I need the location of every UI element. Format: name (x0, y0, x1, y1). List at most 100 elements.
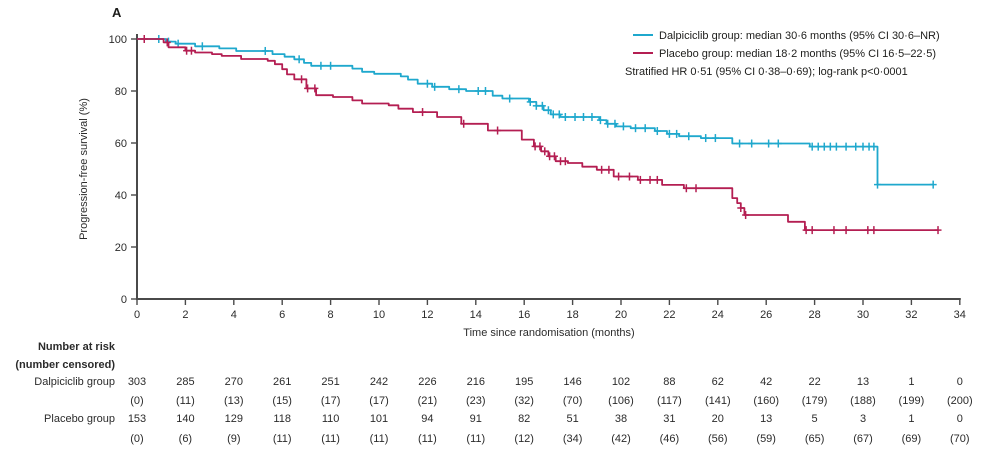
risk-at-risk-value: 42 (760, 376, 773, 388)
risk-at-risk-value: 242 (369, 376, 389, 388)
risk-censored-value: (0) (130, 395, 144, 407)
risk-at-risk-value: 0 (956, 376, 963, 388)
y-tick-label: 40 (115, 190, 127, 202)
risk-table-header-line1: Number at risk (37, 341, 115, 353)
risk-censored-value: (70) (950, 433, 970, 445)
risk-censored-value: (67) (853, 433, 873, 445)
x-tick-label: 10 (373, 309, 385, 321)
x-tick-label: 12 (421, 309, 433, 321)
dalpiciclib-group-curve (137, 38, 934, 186)
x-tick-label: 32 (905, 309, 917, 321)
risk-censored-value: (56) (708, 433, 728, 445)
x-tick-label: 34 (954, 309, 966, 321)
risk-at-risk-value: 102 (611, 376, 631, 388)
risk-at-risk-value: 216 (466, 376, 485, 388)
risk-censored-value: (65) (804, 433, 825, 445)
risk-censored-value: (179) (801, 395, 828, 407)
risk-censored-value: (15) (272, 395, 292, 407)
x-tick-label: 22 (663, 309, 675, 321)
risk-at-risk-value: 20 (711, 413, 724, 425)
placebo-line-swatch (633, 51, 653, 54)
y-axis-title: Progression-free survival (%) (78, 98, 90, 240)
risk-row-label: Dalpiciclib group (34, 376, 115, 388)
risk-censored-value: (6) (178, 433, 193, 445)
risk-at-risk-value: 140 (176, 413, 195, 425)
x-tick-label: 28 (808, 309, 820, 321)
risk-censored-value: (200) (946, 395, 973, 407)
legend-item-placebo: Placebo group: median 18·2 months (95% C… (633, 45, 940, 63)
risk-censored-value: (46) (659, 433, 680, 445)
x-tick-label: 16 (518, 309, 530, 321)
risk-at-risk-value: 82 (518, 413, 531, 425)
risk-at-risk-value: 38 (614, 413, 628, 425)
legend: Dalpiciclib group: median 30·6 months (9… (625, 27, 940, 81)
y-tick-label: 0 (121, 294, 127, 306)
x-tick-label: 4 (231, 309, 237, 321)
x-tick-label: 26 (760, 309, 772, 321)
risk-at-risk-value: 261 (273, 376, 292, 388)
risk-censored-value: (199) (898, 395, 925, 407)
risk-at-risk-value: 94 (421, 413, 434, 425)
risk-censored-value: (106) (608, 395, 634, 407)
risk-at-risk-value: 13 (760, 413, 773, 425)
risk-censored-value: (17) (369, 395, 389, 407)
risk-censored-value: (34) (562, 433, 583, 445)
risk-censored-value: (59) (756, 433, 776, 445)
risk-at-risk-value: 0 (956, 413, 963, 425)
x-tick-label: 2 (182, 309, 188, 321)
risk-censored-value: (23) (466, 395, 486, 407)
risk-at-risk-value: 1 (908, 413, 915, 425)
y-tick-label: 80 (115, 86, 127, 98)
risk-at-risk-value: 62 (711, 376, 724, 388)
y-tick-label: 100 (109, 34, 127, 46)
risk-censored-value: (17) (320, 395, 341, 407)
risk-at-risk-value: 195 (515, 376, 534, 388)
risk-at-risk-value: 153 (127, 413, 147, 425)
risk-censored-value: (0) (130, 433, 144, 445)
risk-at-risk-value: 22 (808, 376, 821, 388)
risk-censored-value: (11) (466, 433, 486, 445)
x-tick-label: 6 (279, 309, 285, 321)
risk-censored-value: (117) (656, 395, 682, 407)
risk-censored-value: (21) (417, 395, 438, 407)
x-axis-title: Time since randomisation (months) (463, 327, 635, 339)
risk-censored-value: (11) (176, 395, 195, 407)
risk-at-risk-value: 5 (811, 413, 818, 425)
x-tick-label: 30 (857, 309, 869, 321)
risk-censored-value: (13) (224, 395, 244, 407)
risk-censored-value: (188) (850, 395, 876, 407)
x-tick-label: 0 (134, 309, 140, 321)
risk-at-risk-value: 129 (224, 413, 243, 425)
risk-at-risk-value: 303 (127, 376, 147, 388)
risk-table-header-line2: (number censored) (15, 359, 115, 371)
placebo-group-curve (137, 38, 938, 231)
risk-at-risk-value: 118 (273, 413, 291, 425)
risk-at-risk-value: 51 (566, 413, 579, 425)
x-tick-label: 20 (615, 309, 627, 321)
x-tick-label: 24 (712, 309, 724, 321)
risk-censored-value: (11) (369, 433, 389, 445)
risk-at-risk-value: 101 (369, 413, 389, 425)
legend-label-dalpiciclib: Dalpiciclib group: median 30·6 months (9… (659, 30, 940, 42)
risk-at-risk-value: 285 (176, 376, 195, 388)
x-tick-label: 18 (566, 309, 578, 321)
x-tick-label: 14 (470, 309, 482, 321)
risk-at-risk-value: 1 (908, 376, 915, 388)
risk-censored-value: (11) (418, 433, 437, 445)
legend-label-placebo: Placebo group: median 18·2 months (95% C… (659, 48, 936, 60)
risk-at-risk-value: 226 (418, 376, 437, 388)
risk-censored-value: (11) (272, 433, 292, 445)
risk-censored-value: (11) (321, 433, 340, 445)
y-tick-label: 60 (115, 138, 127, 150)
risk-at-risk-value: 270 (224, 376, 243, 388)
dalpiciclib-line-swatch (633, 33, 653, 36)
risk-censored-value: (160) (753, 395, 780, 407)
risk-at-risk-value: 251 (321, 376, 340, 388)
y-tick-label: 20 (115, 242, 127, 254)
panel-label: A (112, 5, 122, 20)
risk-row-label: Placebo group (44, 413, 115, 425)
risk-censored-value: (70) (562, 395, 583, 407)
risk-censored-value: (69) (901, 433, 922, 445)
